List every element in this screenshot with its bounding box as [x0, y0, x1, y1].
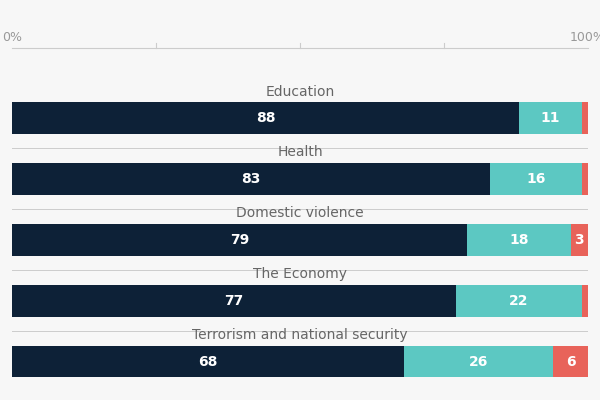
Text: 77: 77 [224, 294, 244, 308]
Text: 88: 88 [256, 111, 275, 125]
Bar [582, 163, 588, 195]
Text: 26: 26 [469, 354, 488, 368]
Bar [490, 163, 582, 195]
Text: 11: 11 [541, 111, 560, 125]
Text: Domestic violence: Domestic violence [236, 206, 364, 220]
Text: 79: 79 [230, 233, 249, 247]
Text: 68: 68 [198, 354, 218, 368]
Bar [12, 102, 519, 134]
Text: Education: Education [265, 84, 335, 98]
Bar [12, 163, 490, 195]
Bar [571, 224, 588, 256]
Text: 18: 18 [509, 233, 529, 247]
Text: 3: 3 [575, 233, 584, 247]
Text: 83: 83 [241, 172, 261, 186]
Bar [582, 102, 588, 134]
Bar [553, 346, 588, 377]
Bar [12, 224, 467, 256]
Bar [519, 102, 582, 134]
Text: 22: 22 [509, 294, 529, 308]
Bar [404, 346, 553, 377]
Text: 16: 16 [526, 172, 546, 186]
Bar [12, 346, 404, 377]
Text: 6: 6 [566, 354, 575, 368]
Text: Terrorism and national security: Terrorism and national security [192, 328, 408, 342]
Text: The Economy: The Economy [253, 267, 347, 281]
Bar [582, 285, 588, 316]
Bar [455, 285, 582, 316]
Bar [467, 224, 571, 256]
Bar [12, 285, 455, 316]
Text: Health: Health [277, 146, 323, 160]
